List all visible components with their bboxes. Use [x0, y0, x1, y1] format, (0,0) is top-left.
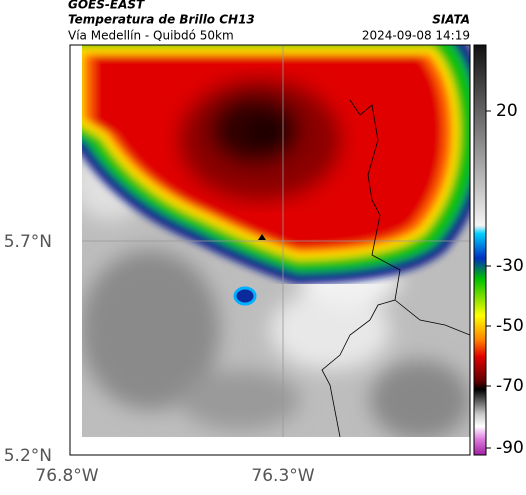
datetime: 2024-09-08 14:19	[362, 29, 470, 43]
subtitle: Temperatura de Brillo CH13	[68, 13, 255, 27]
longitude-label: 76.8°W	[35, 466, 98, 486]
latitude-label: 5.2°N	[4, 446, 52, 466]
latitude-label: 5.7°N	[4, 232, 52, 252]
map-frame	[69, 44, 471, 456]
source: SIATA	[432, 13, 470, 27]
colorbar-label: -30	[496, 256, 524, 276]
colorbar-label: -70	[496, 376, 524, 396]
colorbar-label: -50	[496, 316, 524, 336]
title: GOES-EAST	[68, 0, 145, 12]
satellite-image	[82, 45, 470, 437]
colorbar	[473, 44, 487, 456]
colorbar-label: -90	[496, 438, 524, 458]
colorbar-label: 20	[496, 101, 518, 121]
location: Vía Medellín - Quibdó 50km	[68, 29, 234, 43]
longitude-label: 76.3°W	[251, 466, 314, 486]
